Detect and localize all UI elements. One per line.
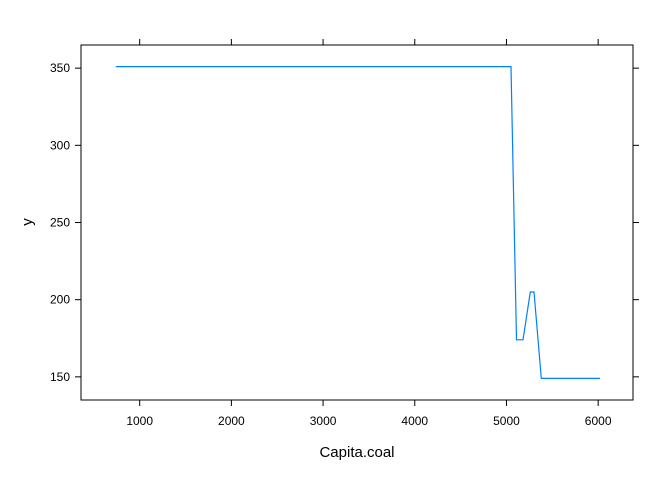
- y-tick-label: 200: [50, 293, 70, 307]
- x-tick-label: 2000: [218, 414, 245, 428]
- y-tick-label: 150: [50, 370, 70, 384]
- plot-frame: [80, 44, 634, 401]
- x-tick-label: 5000: [493, 414, 520, 428]
- y-tick-label: 300: [50, 138, 70, 152]
- axis-tick-labels: 1000 2000 3000 4000 5000 6000 150 200 250 300 350: [50, 61, 612, 428]
- series-line: [115, 65, 600, 379]
- y-tick-label: 350: [50, 61, 70, 75]
- y-axis-title: y: [19, 218, 36, 226]
- x-tick-label: 6000: [585, 414, 612, 428]
- x-axis-title: Capita.coal: [319, 444, 394, 461]
- y-tick-label: 250: [50, 216, 70, 230]
- axis-ticks: [75, 39, 639, 406]
- x-tick-label: 3000: [310, 414, 337, 428]
- x-tick-label: 1000: [126, 414, 153, 428]
- x-tick-label: 4000: [401, 414, 428, 428]
